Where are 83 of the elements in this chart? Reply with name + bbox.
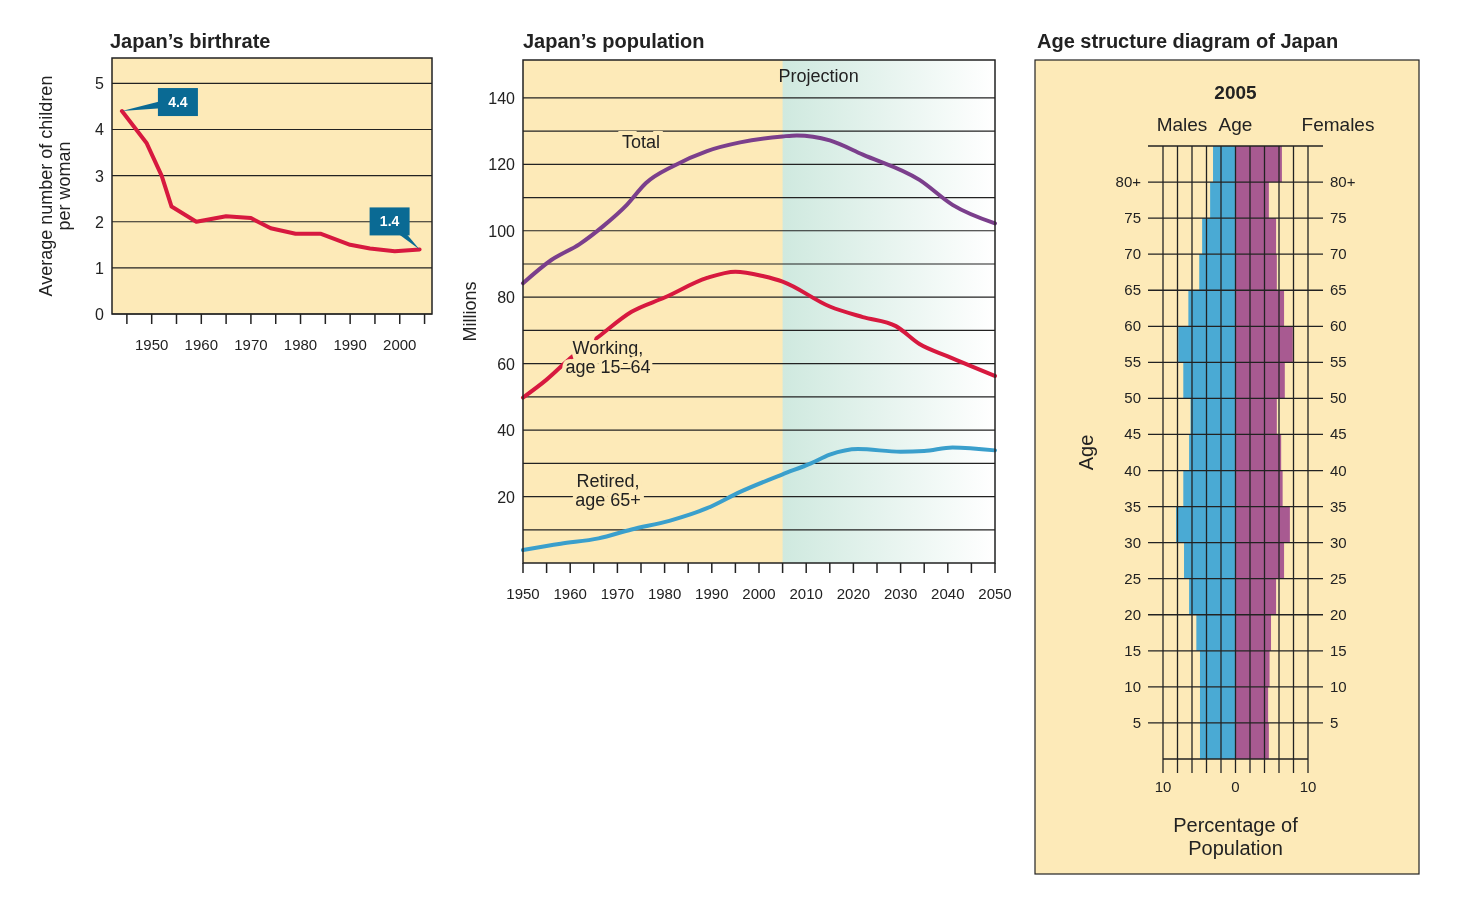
annotation: 1.4: [379, 213, 400, 230]
y2-tick-label: 65: [1330, 281, 1347, 299]
y2-tick-label: 45: [1330, 425, 1347, 443]
y-tick-label: 55: [1124, 353, 1141, 371]
y2-tick-label: 20: [1330, 605, 1347, 623]
y-tick-label: 30: [1124, 533, 1141, 551]
y-tick-label: 1: [95, 259, 105, 277]
series-label: Total: [621, 131, 661, 152]
y-tick-label: 40: [497, 422, 516, 440]
text: Age: [1218, 114, 1253, 135]
annotation: 4.4: [168, 94, 188, 111]
line-series: [521, 269, 997, 400]
y-tick-label: 40: [1124, 461, 1141, 479]
x-tick-label: 2010: [789, 585, 823, 602]
y-tick-label: 20: [497, 488, 516, 506]
y-tick-label: 50: [1124, 389, 1141, 407]
y2-tick-label: 50: [1330, 389, 1347, 407]
y-tick-label: 100: [488, 222, 516, 240]
y2-tick-label: 35: [1330, 497, 1347, 515]
y-tick-label: 15: [1124, 641, 1141, 659]
y-tick-label: 45: [1124, 425, 1141, 443]
x-tick-label: 2030: [883, 585, 918, 602]
x-tick-label: 2000: [383, 336, 417, 353]
y2-tick-label: 15: [1330, 641, 1347, 659]
x-tick-label: 1950: [135, 336, 169, 353]
y-tick-label: 60: [497, 355, 516, 373]
y2-tick-label: 80+: [1330, 173, 1356, 191]
y2-tick-label: 75: [1330, 209, 1347, 227]
x-tick-label: 2050: [978, 585, 1012, 602]
y-tick-label: 20: [1124, 605, 1141, 623]
y-tick-label: 80+: [1115, 173, 1142, 191]
y2-tick-label: 55: [1330, 353, 1347, 371]
y-tick-label: 35: [1124, 497, 1141, 515]
x-tick-label: 1970: [234, 336, 268, 353]
y-tick-label: 140: [488, 89, 516, 107]
x-tick-label: 1960: [184, 336, 218, 353]
band-label: Projection: [778, 66, 859, 86]
x-tick-label: 10: [1154, 778, 1172, 795]
y2-tick-label: 70: [1330, 245, 1347, 263]
chart-title: Age structure diagram of Japan: [1037, 30, 1339, 52]
y-tick-label: 0: [95, 306, 105, 323]
y2-tick-label: 30: [1330, 533, 1347, 551]
x-tick-label: 10: [1299, 778, 1317, 795]
y-tick-label: 5: [1132, 713, 1141, 731]
x-tick-label: 1950: [506, 585, 540, 602]
y-tick-label: 4: [95, 121, 105, 139]
y-axis-title: Average number of children per woman: [36, 75, 74, 297]
line-series: [521, 133, 997, 286]
x-tick-label: 1960: [553, 585, 587, 602]
y-tick-label: 120: [488, 156, 516, 174]
x-tick-label: 1970: [600, 585, 635, 602]
series-label: Females: [1301, 114, 1375, 135]
series-label: Males: [1156, 114, 1208, 135]
x-tick-label: 1990: [695, 585, 729, 602]
y-tick-label: 60: [1124, 317, 1141, 335]
y-tick-label: 10: [1124, 677, 1141, 695]
y2-tick-label: 5: [1330, 713, 1339, 731]
y2-tick-label: 25: [1330, 569, 1347, 587]
y-tick-label: 2: [95, 213, 105, 231]
y-tick-label: 25: [1124, 569, 1141, 587]
x-tick-label: 1980: [283, 336, 318, 353]
y-tick-label: 80: [497, 289, 516, 307]
line-series: [521, 445, 997, 553]
y-tick-label: 3: [95, 167, 105, 185]
x-tick-label: 2040: [931, 585, 965, 602]
y2-tick-label: 10: [1330, 677, 1347, 695]
y-tick-label: 65: [1124, 281, 1141, 299]
y-axis-title: Age: [1075, 434, 1097, 471]
y-tick-label: 75: [1124, 209, 1141, 227]
x-tick-label: 2020: [836, 585, 871, 602]
y-tick-label: 5: [95, 75, 105, 93]
chart-subtitle: 2005: [1214, 82, 1258, 103]
x-tick-label: 1990: [333, 336, 367, 353]
y2-tick-label: 60: [1330, 317, 1347, 335]
x-tick-label: 1980: [647, 585, 682, 602]
y-tick-label: 70: [1124, 245, 1141, 263]
chart-title: Japan’s birthrate: [110, 30, 271, 52]
chart-title: Japan’s population: [523, 30, 705, 52]
x-axis-title: Percentage of Population: [1173, 814, 1299, 859]
y2-tick-label: 40: [1330, 461, 1347, 479]
y-axis-title: Millions: [460, 281, 480, 342]
x-tick-label: 0: [1231, 778, 1240, 795]
x-tick-label: 2000: [742, 585, 776, 602]
